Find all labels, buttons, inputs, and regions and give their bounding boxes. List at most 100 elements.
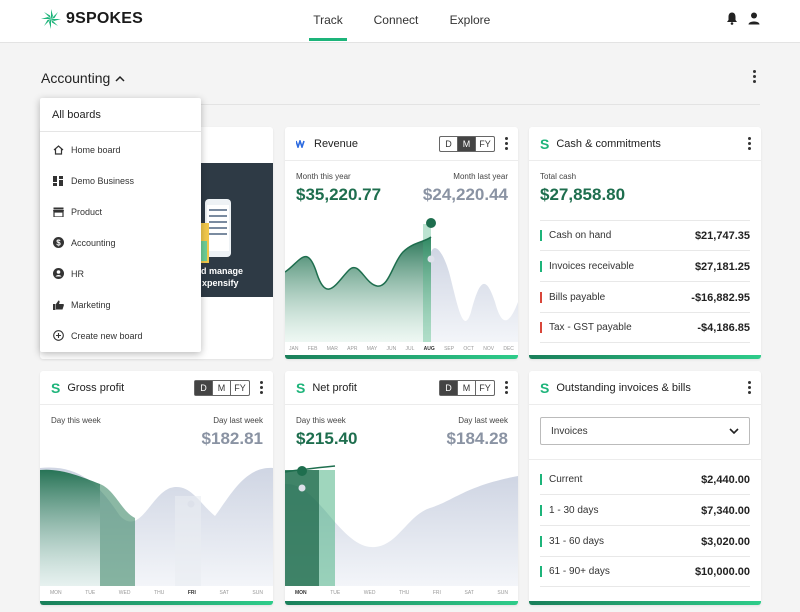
home-icon <box>52 144 64 156</box>
gross-previous-label: Day last week <box>213 416 263 425</box>
status-marker <box>540 474 542 485</box>
day-label: SAT <box>219 590 229 596</box>
chevron-up-icon <box>115 75 125 82</box>
row-value: $10,000.00 <box>694 565 750 578</box>
card-menu-icon[interactable] <box>505 137 508 150</box>
svg-text:$: $ <box>56 238 61 247</box>
card-accent-bar <box>285 355 518 359</box>
notification-bell-icon[interactable] <box>726 12 738 25</box>
dollar-sign-icon: S <box>296 379 306 396</box>
gross-title: Gross profit <box>67 381 125 394</box>
row-value: $3,020.00 <box>701 535 750 548</box>
row-value: $21,747.35 <box>694 229 750 242</box>
gross-current-label: Day this week <box>51 416 101 425</box>
invoice-type-select[interactable]: Invoices <box>540 417 750 445</box>
period-month-button[interactable]: M <box>458 136 476 151</box>
board-item-marketing[interactable]: Marketing <box>40 289 201 320</box>
status-marker <box>540 292 542 303</box>
period-fy-button[interactable]: FY <box>479 138 491 149</box>
card-menu-icon[interactable] <box>748 381 751 394</box>
board-item-product[interactable]: Product <box>40 196 201 227</box>
card-menu-icon[interactable] <box>748 137 751 150</box>
create-new-board-button[interactable]: Create new board <box>40 320 201 351</box>
period-day-button[interactable]: D <box>195 380 213 395</box>
outstanding-row: 1 - 30 days $7,340.00 <box>540 496 750 526</box>
outstanding-row: Current $2,440.00 <box>540 465 750 495</box>
day-label: MON <box>50 590 62 596</box>
tab-connect[interactable]: Connect <box>373 13 419 27</box>
store-icon <box>52 206 64 218</box>
period-fy-button[interactable]: FY <box>479 382 491 393</box>
card-accent-bar <box>285 601 518 605</box>
boards-dropdown-menu: All boards Home board Demo Business Prod… <box>40 98 201 352</box>
spokes-logo-icon <box>41 9 61 29</box>
board-menu-icon[interactable] <box>753 70 756 83</box>
board-item-label: Demo Business <box>71 175 135 186</box>
day-label: TUE <box>85 590 96 596</box>
thumbs-up-icon <box>52 299 64 311</box>
revenue-title: Revenue <box>314 137 359 150</box>
tab-track[interactable]: Track <box>309 13 347 41</box>
card-menu-icon[interactable] <box>260 381 263 394</box>
cash-card: S Cash & commitments Total cash $27,858.… <box>529 127 761 359</box>
cash-row: Bills payable -$16,882.95 <box>540 283 750 313</box>
user-account-icon[interactable] <box>748 12 760 25</box>
revenue-month-axis: JAN FEB MAR APR MAY JUN JUL AUG SEP OCT … <box>289 346 514 352</box>
gross-profit-chart <box>40 467 273 586</box>
row-label: Bills payable <box>549 292 606 303</box>
board-item-demo-business[interactable]: Demo Business <box>40 165 201 196</box>
outstanding-card: S Outstanding invoices & bills Invoices … <box>529 371 761 605</box>
board-selector[interactable]: Accounting <box>41 70 125 86</box>
card-menu-icon[interactable] <box>505 381 508 394</box>
month-label: OCT <box>463 346 474 352</box>
month-label: MAR <box>326 346 338 352</box>
wave-logo-icon <box>296 139 305 148</box>
status-marker <box>540 322 542 333</box>
row-value: $27,181.25 <box>694 260 750 273</box>
card-accent-bar <box>529 601 761 605</box>
period-toggle: D M FY <box>194 379 250 396</box>
period-day-button[interactable]: D <box>440 380 458 395</box>
dropdown-title[interactable]: All boards <box>40 98 201 132</box>
net-profit-chart <box>285 465 518 586</box>
top-navigation: 9SPOKES Track Connect Explore <box>0 0 800 43</box>
month-label: FEB <box>307 346 318 352</box>
brand-logo[interactable]: 9SPOKES <box>40 8 143 30</box>
status-marker <box>540 505 542 516</box>
status-marker <box>540 230 542 241</box>
revenue-chart <box>285 218 518 342</box>
row-label: Current <box>549 474 583 485</box>
cash-row: Tax - GST payable -$4,186.85 <box>540 313 750 343</box>
period-fy-button[interactable]: FY <box>234 382 246 393</box>
period-day-button[interactable]: D <box>440 136 458 151</box>
dashboard-icon <box>52 175 64 187</box>
month-label: JUN <box>386 346 397 352</box>
period-month-button[interactable]: M <box>458 380 476 395</box>
period-month-button[interactable]: M <box>213 380 231 395</box>
row-value: -$4,186.85 <box>697 321 750 334</box>
row-label: 61 - 90+ days <box>549 566 610 577</box>
board-item-accounting[interactable]: $ Accounting <box>40 227 201 258</box>
card-accent-bar <box>529 355 761 359</box>
day-label: THU <box>399 590 410 596</box>
revenue-previous-value: $24,220.44 <box>422 185 508 204</box>
board-item-home[interactable]: Home board <box>40 134 201 165</box>
day-label: WED <box>118 590 131 596</box>
period-toggle: D M FY <box>439 379 495 396</box>
cash-row: Invoices receivable $27,181.25 <box>540 252 750 282</box>
chevron-down-icon <box>729 428 739 434</box>
day-label: FRI <box>432 590 441 596</box>
net-title: Net profit <box>312 381 357 394</box>
dollar-sign-icon: S <box>540 379 550 396</box>
add-circle-icon <box>52 330 64 342</box>
card-accent-bar <box>40 601 273 605</box>
cash-title: Cash & commitments <box>556 137 661 150</box>
day-label: SAT <box>464 590 474 596</box>
dollar-sign-icon: S <box>51 379 61 396</box>
tab-explore[interactable]: Explore <box>449 13 491 27</box>
dollar-sign-icon: S <box>540 135 550 152</box>
board-item-hr[interactable]: HR <box>40 258 201 289</box>
revenue-previous-label: Month last year <box>453 172 508 181</box>
cash-row: Cash on hand $21,747.35 <box>540 221 750 251</box>
day-label: SUN <box>497 590 508 596</box>
